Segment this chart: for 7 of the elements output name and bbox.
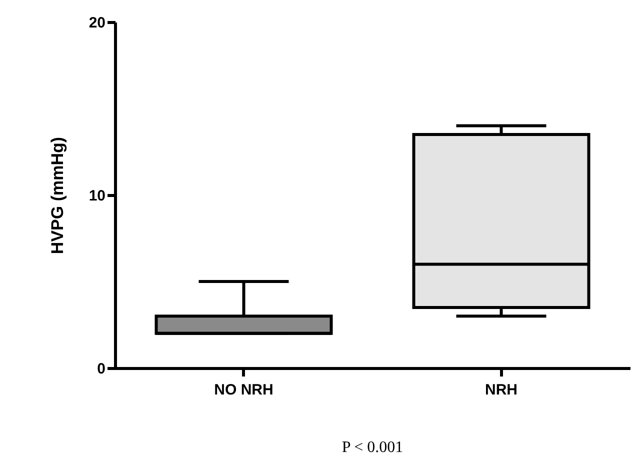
- text: P < 0.001: [342, 439, 404, 456]
- y-tick-label: 10: [88, 188, 106, 204]
- x-tick-label: NO NRH: [214, 382, 274, 398]
- y-tick-label: 0: [97, 360, 106, 378]
- x-tick-label: NRH: [485, 382, 518, 398]
- y-axis-title: HVPG (mmHg): [48, 136, 67, 254]
- y-tick-label: 20: [88, 14, 106, 32]
